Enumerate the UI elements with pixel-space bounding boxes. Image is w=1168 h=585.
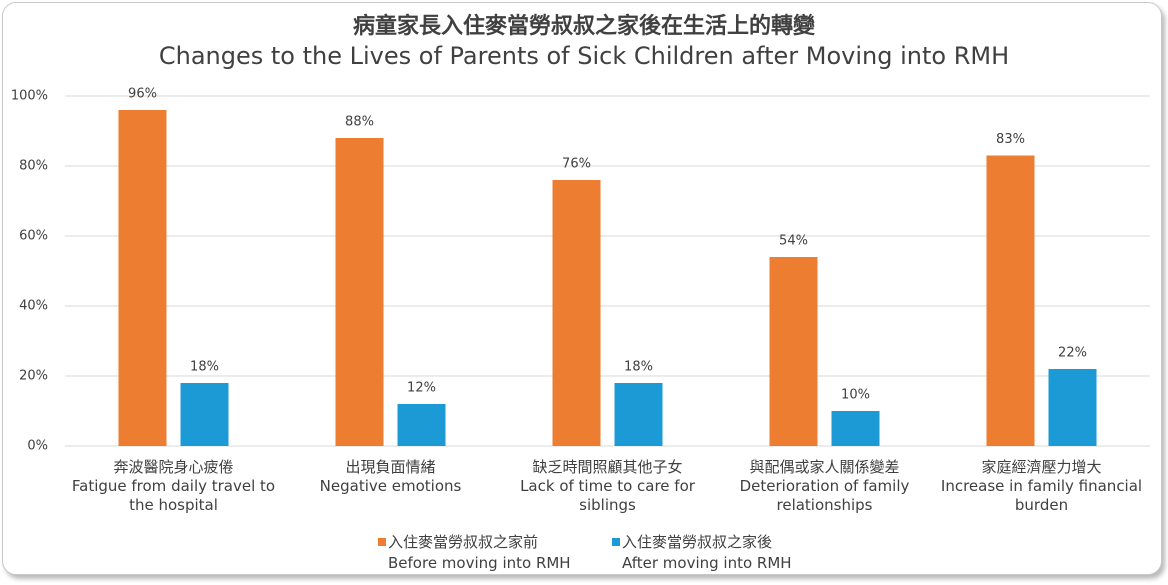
data-label: 18% xyxy=(190,360,219,375)
x-tick-label: 缺乏時間照顧其他子女 Lack of time to care for sibl… xyxy=(520,458,695,514)
y-tick-label: 80% xyxy=(19,159,48,174)
bar xyxy=(552,180,601,446)
data-label: 10% xyxy=(841,388,870,403)
legend-label: 入住麥當勞叔叔之家前 Before moving into RMH xyxy=(388,533,571,572)
x-tick-label: 與配偶或家人關係變差 Deterioration of family relat… xyxy=(739,458,910,514)
bar xyxy=(986,155,1035,446)
x-tick-label: 家庭經濟壓力增大 Increase in family financial bu… xyxy=(940,458,1143,514)
data-label: 54% xyxy=(779,234,808,249)
data-label: 96% xyxy=(128,87,157,102)
bar xyxy=(397,404,446,446)
chart-subtitle: Changes to the Lives of Parents of Sick … xyxy=(158,42,1010,70)
bar xyxy=(831,411,880,446)
bar xyxy=(180,383,229,446)
data-label: 12% xyxy=(407,381,436,396)
data-label: 88% xyxy=(345,115,374,130)
y-tick-label: 100% xyxy=(11,89,48,104)
y-tick-label: 0% xyxy=(27,439,48,454)
bar xyxy=(118,110,167,446)
chart-title: 病童家長入住麥當勞叔叔之家後在生活上的轉變 xyxy=(352,14,815,39)
bar xyxy=(335,138,384,446)
data-label: 83% xyxy=(996,132,1025,147)
bar xyxy=(614,383,663,446)
data-label: 22% xyxy=(1058,346,1087,361)
legend-swatch xyxy=(378,538,386,546)
x-tick-label: 奔波醫院身心疲倦 Fatigue from daily travel to th… xyxy=(71,458,276,514)
y-tick-label: 60% xyxy=(19,229,48,244)
y-tick-label: 40% xyxy=(19,299,48,314)
bar xyxy=(769,257,818,446)
legend-swatch xyxy=(612,538,620,546)
legend-label: 入住麥當勞叔叔之家後 After moving into RMH xyxy=(622,533,792,572)
bar xyxy=(1048,369,1097,446)
data-label: 18% xyxy=(624,360,653,375)
x-tick-label: 出現負面情緒 Negative emotions xyxy=(319,458,462,495)
y-tick-label: 20% xyxy=(19,369,48,384)
data-label: 76% xyxy=(562,157,591,172)
